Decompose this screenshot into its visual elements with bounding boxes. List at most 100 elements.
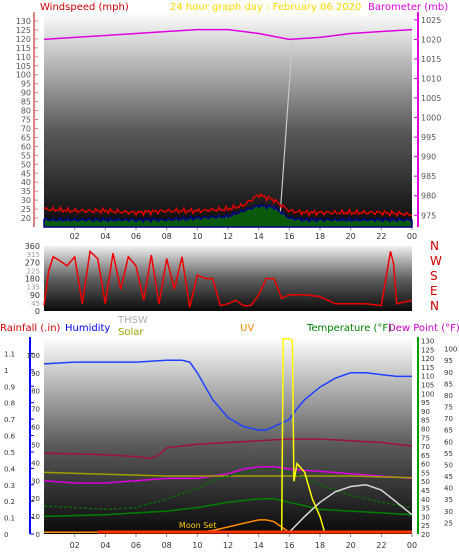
temp-tick-label: 75 <box>421 434 430 442</box>
temp-tick-label: 85 <box>421 417 430 425</box>
temp-tick-label: 45 <box>421 487 430 495</box>
temp-tick-label: 55 <box>421 469 430 477</box>
baro-tick-label: 1015 <box>421 55 441 64</box>
humidity-tick-label: 50 <box>31 441 40 449</box>
p3-x-label: 04 <box>100 541 110 550</box>
p3-x-label: 12 <box>223 541 233 550</box>
wind-tick-label: 55 <box>21 151 31 160</box>
humidity-label: Humidity <box>65 323 110 334</box>
rainfall-label: Rainfall (.in) <box>0 323 61 334</box>
humidity-tick-label: 40 <box>31 459 40 467</box>
dewpoint-line <box>43 466 413 484</box>
humidity-tick-label: 10 <box>31 513 40 521</box>
wind-tick-label: 70 <box>21 124 31 133</box>
dew-tick-label: 35 <box>444 496 453 504</box>
rain-tick-label: 0.1 <box>4 515 15 523</box>
p3-x-label: 06 <box>131 541 141 550</box>
wind-tick-label: 45 <box>21 169 31 178</box>
dew-tick-label: 70 <box>444 415 453 423</box>
baro-tick-label: 990 <box>421 153 436 162</box>
dew-tick-label: 95 <box>444 357 453 365</box>
wind-tick-label: 20 <box>21 214 31 223</box>
graph-date-title: 24 hour graph day : February 06 2020 <box>170 2 361 13</box>
wind-tick-label: 130 <box>16 17 31 26</box>
compass-label: E <box>430 284 438 298</box>
p1-x-label: 00 <box>407 232 417 241</box>
wind-tick-label: 40 <box>21 178 31 187</box>
uv-spike-line <box>280 338 326 533</box>
wind-tick-label: 105 <box>16 62 31 71</box>
temp-tick-label: 20 <box>421 531 430 539</box>
p3-x-label: 22 <box>376 541 386 550</box>
wind-tick-label: 75 <box>21 116 31 125</box>
front-line <box>279 39 293 216</box>
humidity-tick-label: 20 <box>31 495 40 503</box>
rain-tick-label: 0.3 <box>4 482 15 490</box>
temp-tick-label: 50 <box>421 478 430 486</box>
humidity-line <box>43 359 412 431</box>
compass-label: N <box>430 299 439 313</box>
wind-tick-label: 125 <box>16 26 31 35</box>
dir-minor-tick-label: 45 <box>31 300 40 308</box>
baro-tick-label: 975 <box>421 211 436 220</box>
barometer-title: Barometer (mb) <box>368 2 448 13</box>
dew-tick-label: 40 <box>444 485 453 493</box>
baro-tick-label: 985 <box>421 172 436 181</box>
dir-tick-label: 180 <box>25 275 40 284</box>
rain-tick-label: 0.8 <box>4 400 15 408</box>
rain-tick-label: 0 <box>4 531 8 539</box>
thsw-label: THSW <box>117 315 148 326</box>
humidity-tick-label: 60 <box>31 424 40 432</box>
p1-x-label: 08 <box>162 232 172 241</box>
wind-tick-label: 90 <box>21 89 31 98</box>
dew-tick-label: 25 <box>444 519 453 527</box>
panel2-background <box>44 246 412 311</box>
p3-x-label: 10 <box>192 541 202 550</box>
temp-tick-label: 100 <box>421 390 434 398</box>
temp-tick-label: 105 <box>421 381 434 389</box>
wind-tick-label: 95 <box>21 80 31 89</box>
p3-x-label: 16 <box>284 541 294 550</box>
dew-tick-label: 45 <box>444 473 453 481</box>
dew-tick-label: 55 <box>444 450 453 458</box>
baro-tick-label: 1020 <box>421 35 441 44</box>
dew-tick-label: 60 <box>444 438 453 446</box>
p3-x-label: 02 <box>70 541 80 550</box>
wind-tick-label: 115 <box>16 44 31 53</box>
wind-tick-label: 30 <box>21 196 31 205</box>
p1-x-label: 02 <box>70 232 80 241</box>
temp-tick-label: 25 <box>421 522 430 530</box>
wind-tick-label: 120 <box>16 35 31 44</box>
solar-line <box>43 471 413 479</box>
humidity-tick-label: 70 <box>31 406 40 414</box>
temp-tick-label: 70 <box>421 443 430 451</box>
wind-tick-label: 110 <box>16 53 31 62</box>
dew-tick-label: 50 <box>444 461 453 469</box>
temp-tick-label: 35 <box>421 505 430 513</box>
temp-tick-label: 90 <box>421 408 430 416</box>
temp-tick-label: 110 <box>421 373 434 381</box>
temp-tick-label: 125 <box>421 346 434 354</box>
dir-minor-tick-label: 225 <box>27 267 40 275</box>
baro-tick-label: 1000 <box>421 114 441 123</box>
wind-avg-area <box>43 203 413 228</box>
uv-label: UV <box>240 323 254 334</box>
panel1-background <box>44 12 412 227</box>
rain-tick-label: 0.7 <box>4 416 15 424</box>
rain-tick-label: 1.1 <box>4 350 15 358</box>
temp-tick-label: 65 <box>421 452 430 460</box>
p3-x-label: 08 <box>162 541 172 550</box>
humidity-tick-label: 90 <box>31 370 40 378</box>
temp-tick-label: 40 <box>421 496 430 504</box>
temp-tick-label: 95 <box>421 399 430 407</box>
dir-tick-label: 270 <box>25 258 40 267</box>
baro-tick-label: 980 <box>421 192 436 201</box>
solar-radiation-line <box>43 498 413 518</box>
p1-x-label: 22 <box>376 232 386 241</box>
temp-tick-label: 80 <box>421 425 430 433</box>
compass-label: S <box>430 269 438 283</box>
p3-x-label: 20 <box>346 541 356 550</box>
humidity-tick-label: 0 <box>36 531 40 539</box>
dew-tick-label: 90 <box>444 369 453 377</box>
